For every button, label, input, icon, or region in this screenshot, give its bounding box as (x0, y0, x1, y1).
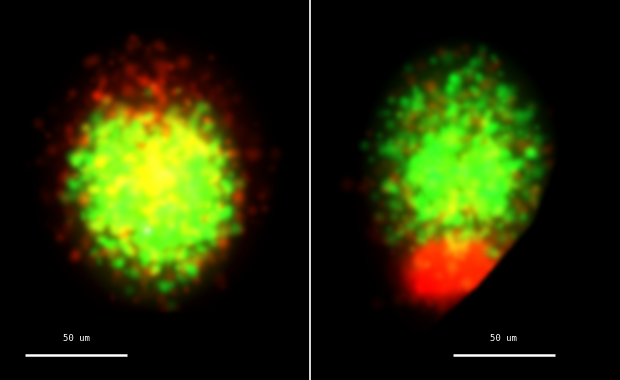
Text: 50 um: 50 um (63, 334, 89, 343)
Text: 50 um: 50 um (490, 334, 517, 343)
